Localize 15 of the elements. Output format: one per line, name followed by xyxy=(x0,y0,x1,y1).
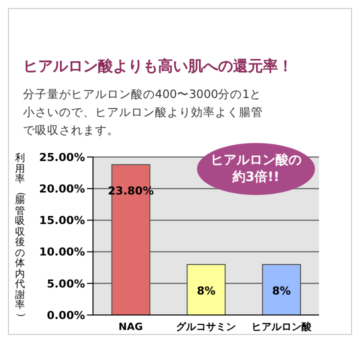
y-axis-title: 利用率（腸管吸収後の体内代謝率） xyxy=(14,154,26,322)
data-label: 8% xyxy=(272,284,291,298)
chart-subtitle: 分子量がヒアルロン酸の400〜3000分の1と小さいので、ヒアルロン酸より効率よく腸管で吸収されます。 xyxy=(23,86,264,139)
y-tick-label: 20.00% xyxy=(39,182,85,196)
x-tick-label: NAG xyxy=(118,322,143,334)
annotation: ヒアルロン酸の約3倍!! xyxy=(210,152,302,186)
chart-title: ヒアルロン酸よりも高い肌への還元率！ xyxy=(23,57,293,76)
y-tick-label: 5.00% xyxy=(46,277,85,290)
y-tick-label: 15.00% xyxy=(39,214,85,228)
y-tick-label: 0.00% xyxy=(46,308,85,322)
x-tick-label: ヒアルロン酸 xyxy=(251,321,312,334)
y-tick-label: 10.00% xyxy=(39,246,85,259)
data-label: 8% xyxy=(196,284,216,298)
y-tick-label: 25.00% xyxy=(39,150,85,164)
x-tick-label: グルコサミン xyxy=(176,321,236,334)
